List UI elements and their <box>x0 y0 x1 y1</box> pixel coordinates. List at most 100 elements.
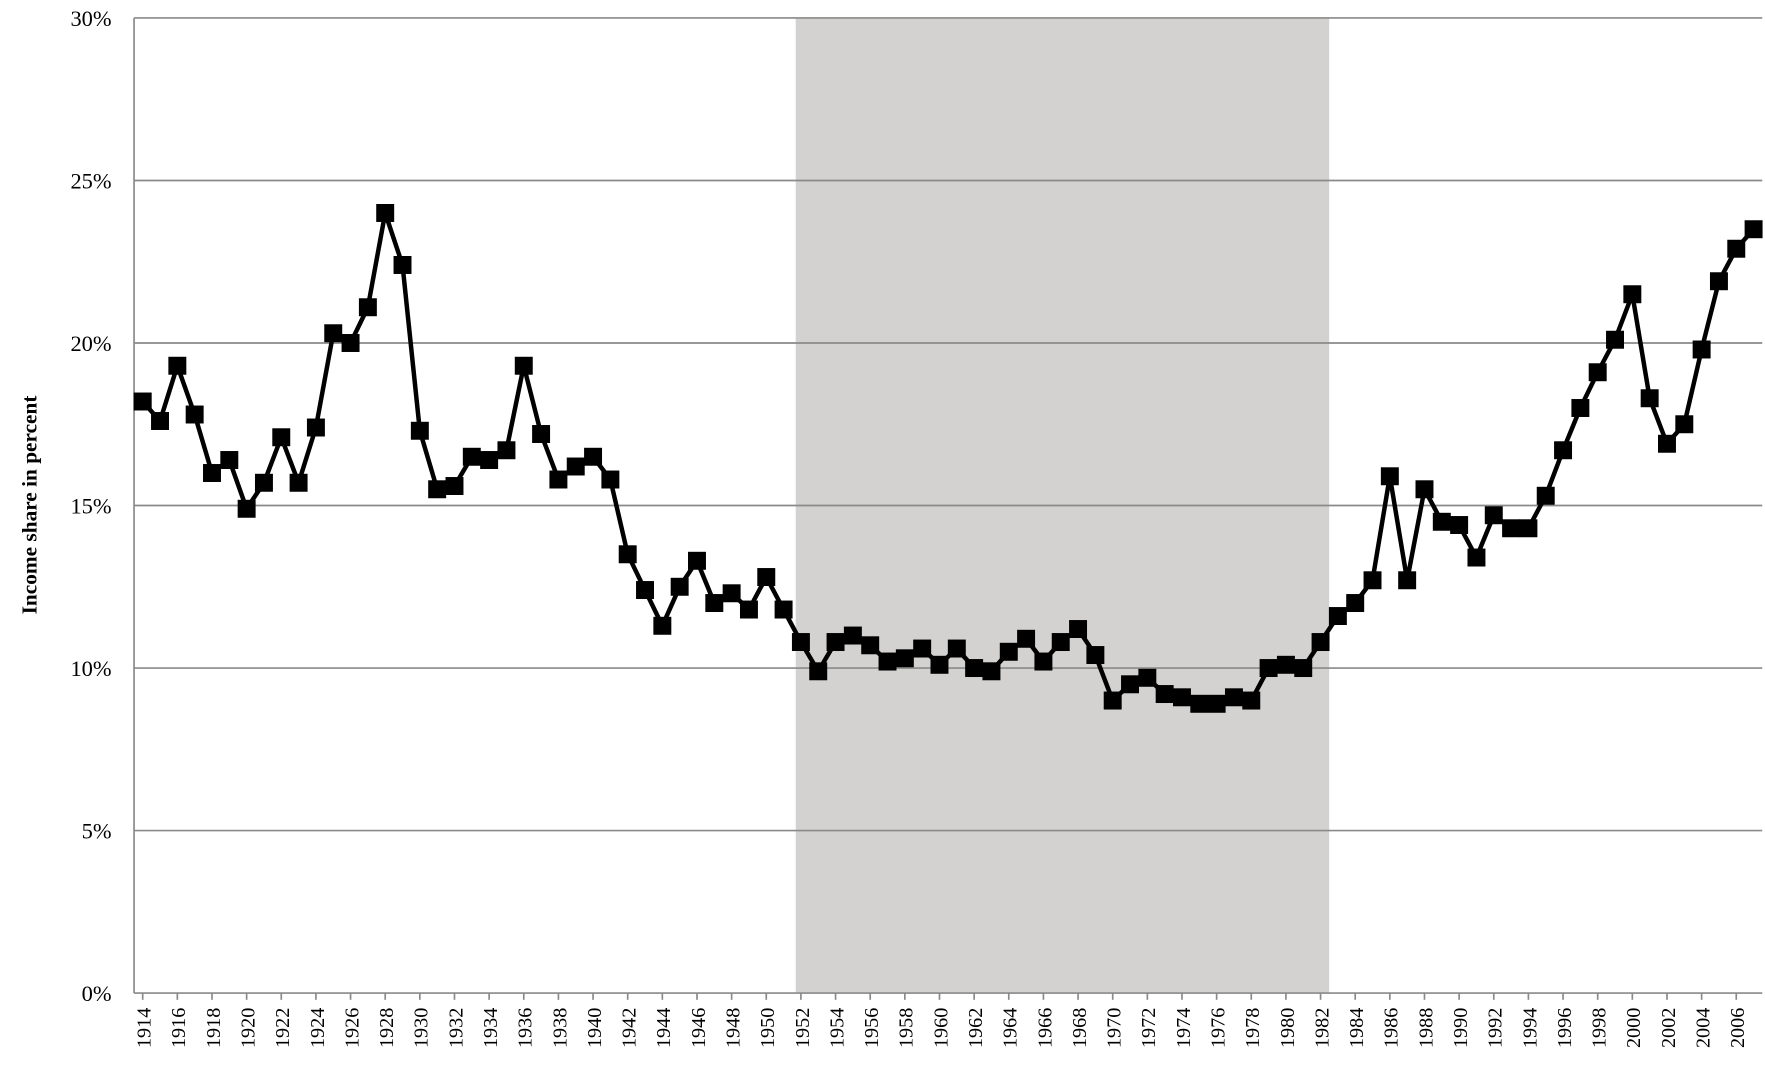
marker <box>826 633 845 652</box>
marker <box>1623 285 1642 304</box>
x-tick-label: 1982 <box>1311 1008 1333 1048</box>
marker <box>1709 272 1728 291</box>
marker <box>913 639 932 658</box>
marker <box>445 477 464 495</box>
marker <box>895 649 914 668</box>
marker <box>376 204 395 222</box>
marker <box>1034 652 1053 671</box>
y-axis-label: Income share in percent <box>17 396 41 615</box>
marker <box>358 298 377 317</box>
marker <box>220 451 239 469</box>
marker <box>705 594 724 613</box>
marker <box>947 639 966 658</box>
marker <box>1224 688 1243 707</box>
marker <box>1138 668 1157 687</box>
marker <box>1467 548 1486 567</box>
marker <box>341 334 360 352</box>
y-tick-label: 30% <box>70 6 111 31</box>
marker <box>1450 516 1469 534</box>
marker <box>497 441 516 460</box>
x-tick-label: 1996 <box>1554 1008 1576 1048</box>
marker <box>324 324 343 343</box>
x-tick-label: 2004 <box>1692 1008 1714 1048</box>
marker <box>965 659 984 678</box>
x-tick-label: 1954 <box>826 1008 848 1048</box>
marker <box>1259 659 1278 678</box>
marker <box>1207 694 1226 713</box>
marker <box>1606 330 1624 349</box>
x-tick-label: 1992 <box>1485 1008 1507 1048</box>
marker <box>930 655 949 674</box>
marker <box>1571 399 1590 417</box>
y-tick-label: 5% <box>82 818 112 843</box>
x-tick-label: 1934 <box>480 1008 502 1048</box>
y-tick-label: 25% <box>70 168 111 193</box>
marker <box>1346 594 1365 613</box>
marker <box>1727 239 1746 258</box>
marker <box>861 636 880 655</box>
marker <box>1155 685 1174 704</box>
x-tick-label: 1984 <box>1346 1008 1368 1048</box>
x-tick-label: 1986 <box>1381 1008 1403 1048</box>
marker <box>1640 389 1659 408</box>
marker <box>480 451 499 469</box>
marker <box>791 633 810 652</box>
marker <box>809 662 828 681</box>
x-tick-label: 1948 <box>722 1008 744 1048</box>
x-tick-label: 1920 <box>237 1008 259 1048</box>
marker <box>1294 659 1313 678</box>
marker <box>289 473 308 492</box>
x-tick-label: 1994 <box>1519 1008 1541 1048</box>
marker <box>1328 607 1347 626</box>
marker <box>1173 688 1191 707</box>
x-tick-label: 1930 <box>411 1008 433 1048</box>
marker <box>1415 480 1434 499</box>
marker <box>1484 506 1503 525</box>
x-tick-label: 1972 <box>1138 1008 1160 1048</box>
marker <box>532 425 551 443</box>
x-tick-label: 1946 <box>688 1008 710 1048</box>
marker <box>1519 519 1538 538</box>
x-tick-label: 1944 <box>653 1008 675 1048</box>
x-tick-label: 1938 <box>549 1008 571 1048</box>
marker <box>151 412 169 430</box>
x-tick-label: 1960 <box>930 1008 952 1048</box>
x-tick-label: 1928 <box>376 1008 398 1048</box>
x-tick-label: 2000 <box>1623 1008 1645 1048</box>
x-tick-label: 1942 <box>619 1008 641 1048</box>
marker <box>722 584 741 603</box>
x-tick-label: 1918 <box>203 1008 225 1048</box>
y-tick-label: 15% <box>70 493 111 518</box>
marker <box>306 418 325 437</box>
marker <box>428 480 447 499</box>
x-tick-label: 1978 <box>1242 1008 1264 1048</box>
x-tick-label: 1990 <box>1450 1008 1472 1048</box>
x-tick-label: 1956 <box>861 1008 883 1048</box>
x-tick-label: 1970 <box>1104 1008 1126 1048</box>
x-tick-label: 1966 <box>1034 1008 1056 1048</box>
marker <box>1051 633 1070 652</box>
x-tick-label: 1936 <box>515 1008 537 1048</box>
marker <box>584 447 603 466</box>
marker <box>462 447 481 466</box>
marker <box>1502 519 1521 538</box>
marker <box>1121 675 1139 694</box>
marker <box>514 356 533 375</box>
x-tick-label: 1924 <box>307 1008 329 1048</box>
marker <box>1380 467 1399 486</box>
marker <box>203 464 221 482</box>
marker <box>1069 620 1088 639</box>
marker <box>653 616 672 635</box>
marker <box>1658 434 1676 453</box>
marker <box>1588 363 1607 382</box>
marker <box>133 392 152 411</box>
marker <box>272 428 291 447</box>
marker <box>1554 441 1573 460</box>
marker <box>549 470 568 489</box>
marker <box>1363 571 1382 590</box>
x-tick-label: 1926 <box>341 1008 363 1048</box>
x-tick-label: 1940 <box>584 1008 606 1048</box>
marker <box>1103 691 1122 710</box>
